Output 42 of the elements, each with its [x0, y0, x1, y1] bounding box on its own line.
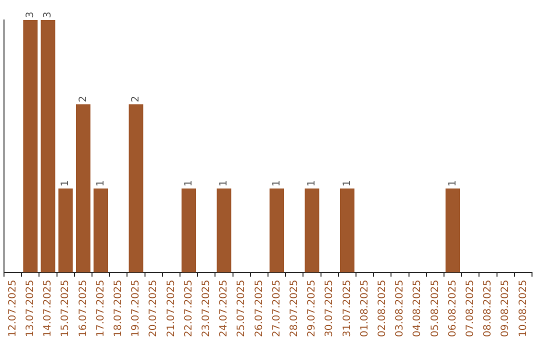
- x-tick-label: 24.07.2025: [218, 280, 230, 338]
- x-tick-label: 23.07.2025: [200, 280, 212, 338]
- data-label: 1: [342, 180, 353, 186]
- x-tick-label: 07.08.2025: [464, 280, 476, 338]
- data-label: 3: [42, 12, 54, 18]
- x-tick-label: 27.07.2025: [271, 280, 282, 338]
- x-tick-label: 25.07.2025: [236, 280, 248, 338]
- x-tick-label: 26.07.2025: [254, 280, 265, 338]
- data-label: 2: [78, 96, 89, 102]
- x-tick-label: 05.08.2025: [430, 280, 441, 338]
- x-tick-label: 30.07.2025: [324, 280, 336, 338]
- x-tick-label: 22.07.2025: [183, 280, 194, 338]
- x-tick-label: 21.07.2025: [166, 280, 177, 338]
- x-tick-label: 16.07.2025: [78, 280, 89, 338]
- data-label: 3: [24, 12, 36, 18]
- data-label: 1: [183, 180, 194, 186]
- data-label: 1: [60, 180, 72, 186]
- x-tick-label: 29.07.2025: [306, 280, 318, 338]
- x-tick-label: 09.08.2025: [500, 280, 512, 338]
- data-label: 1: [95, 180, 106, 186]
- data-label: 1: [271, 180, 282, 186]
- x-tick-label: 03.08.2025: [394, 280, 406, 338]
- x-tick-label: 12.07.2025: [7, 280, 18, 338]
- data-label: 1: [447, 180, 458, 186]
- x-tick-label: 14.07.2025: [42, 280, 54, 338]
- x-tick-label: 10.08.2025: [518, 280, 529, 338]
- data-label: 1: [218, 180, 230, 186]
- x-tick-label: 19.07.2025: [130, 280, 142, 338]
- data-label: 2: [130, 96, 142, 102]
- x-tick-label: 13.07.2025: [24, 280, 36, 338]
- x-tick-label: 31.07.2025: [342, 280, 353, 338]
- x-tick-label: 20.07.2025: [148, 280, 160, 338]
- x-tick-label: 17.07.2025: [95, 280, 106, 338]
- x-tick-label: 18.07.2025: [112, 280, 124, 338]
- data-label: 1: [306, 180, 318, 186]
- x-tick-label: 28.07.2025: [288, 280, 300, 338]
- x-tick-label: 08.08.2025: [482, 280, 494, 338]
- x-tick-label: 15.07.2025: [60, 280, 72, 338]
- x-tick-label: 06.08.2025: [447, 280, 458, 338]
- x-tick-label: 02.08.2025: [376, 280, 388, 338]
- x-tick-label: 01.08.2025: [359, 280, 370, 338]
- x-tick-label: 04.08.2025: [412, 280, 424, 338]
